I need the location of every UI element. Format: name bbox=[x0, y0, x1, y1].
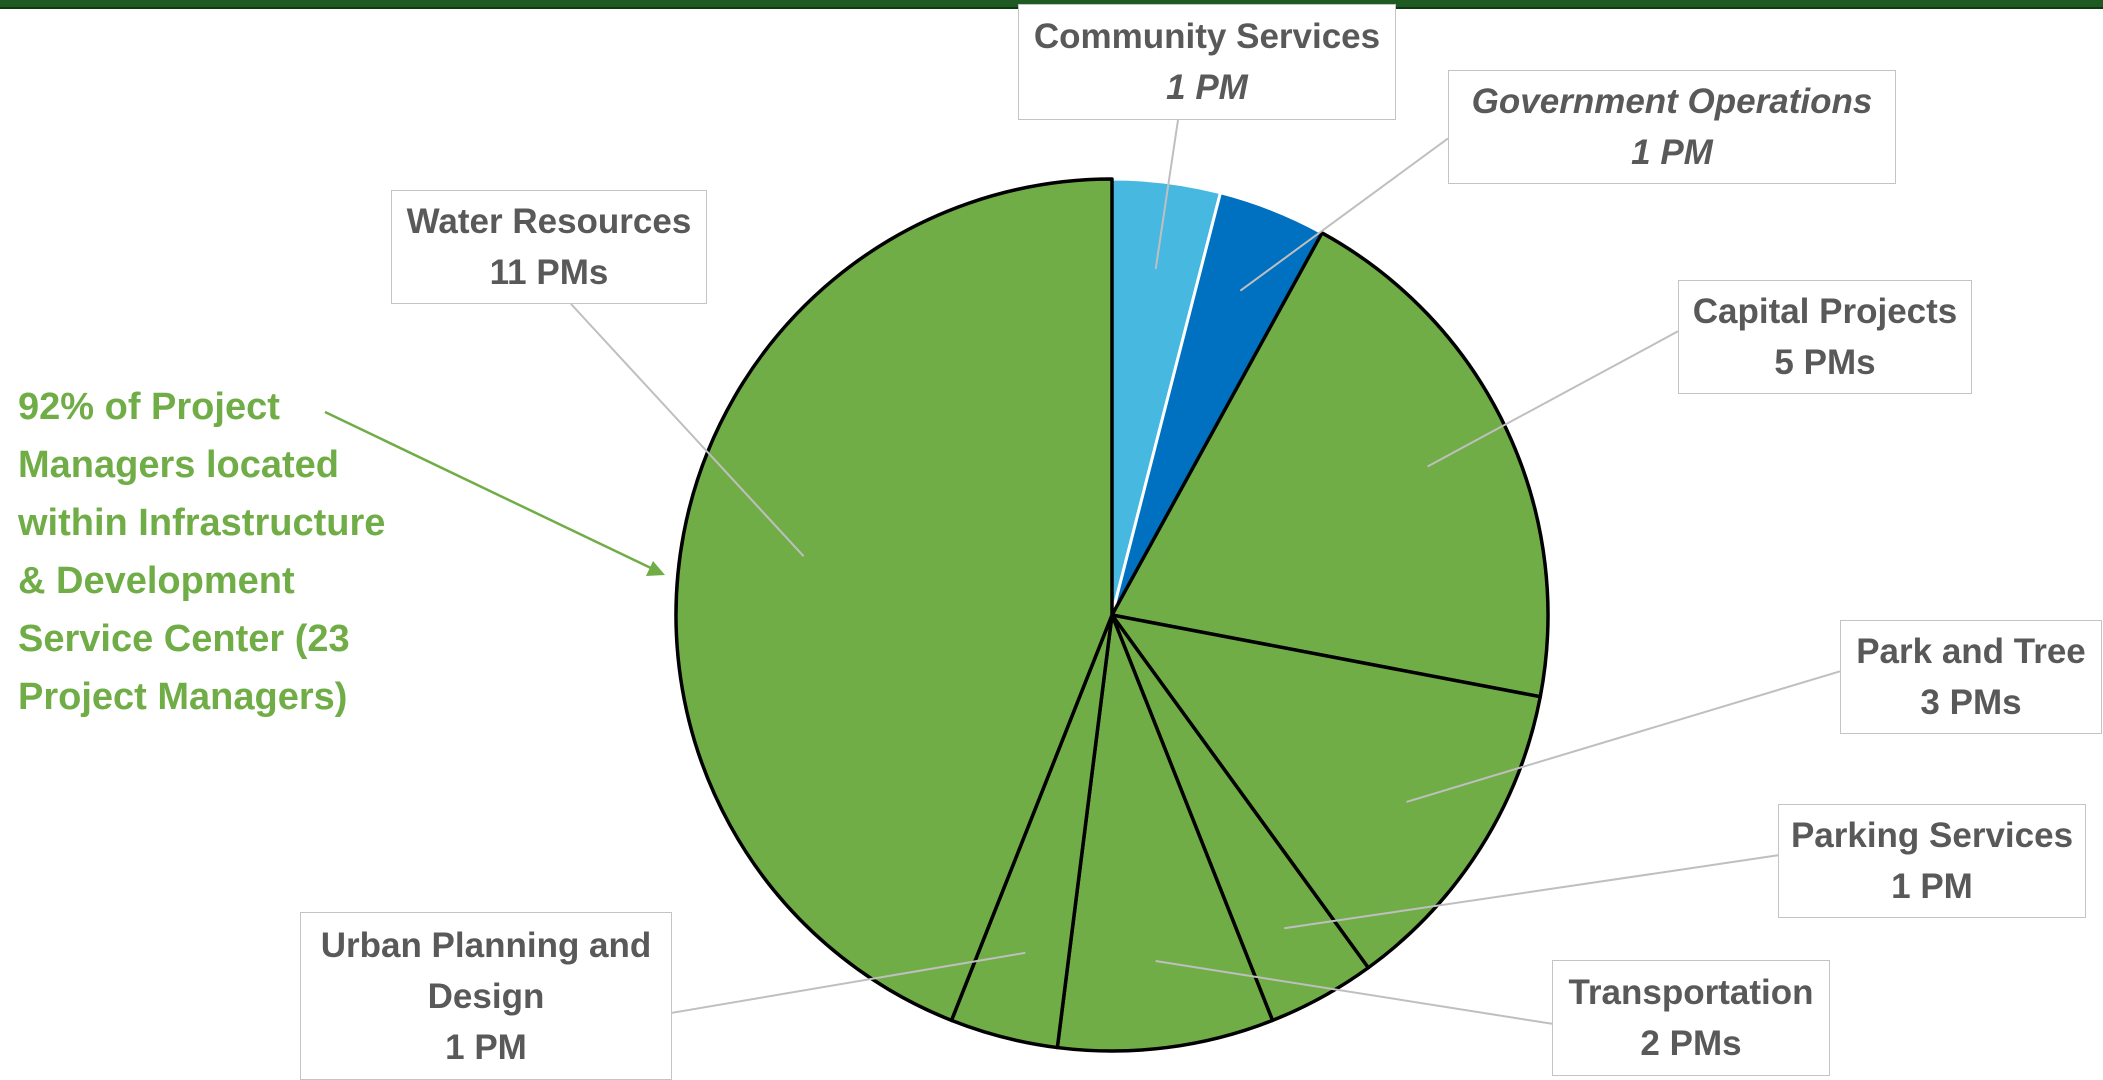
pie-slices bbox=[674, 177, 1550, 1053]
slice-name-label: Government Operations bbox=[1471, 82, 1873, 121]
leader-line-government-operations bbox=[1239, 137, 1449, 292]
data-label-urban-planning-and-design: Urban Planning and Design 1 PM bbox=[300, 912, 672, 1080]
data-label-park-and-tree: Park and Tree 3 PMs bbox=[1840, 620, 2102, 734]
data-label-government-operations: Government Operations 1 PM bbox=[1448, 70, 1896, 184]
slice-value-label: 1 PM bbox=[1631, 133, 1713, 172]
data-label-transportation: Transportation 2 PMs bbox=[1552, 960, 1830, 1076]
data-label-water-resources: Water Resources 11 PMs bbox=[391, 190, 707, 304]
callout-arrow bbox=[324, 410, 656, 572]
slice-value-label: 11 PMs bbox=[489, 253, 609, 292]
slice-name-label: Water Resources bbox=[406, 202, 692, 241]
leader-line-urban-planning-and-design bbox=[671, 951, 1026, 1014]
slice-transportation bbox=[1055, 613, 1275, 1053]
data-label-community-services: Community Services 1 PM bbox=[1018, 4, 1396, 120]
slice-name-label: Urban Planning and Design bbox=[320, 925, 652, 1016]
data-label-parking-services: Parking Services 1 PM bbox=[1778, 804, 2086, 918]
data-label-capital-projects: Capital Projects 5 PMs bbox=[1678, 280, 1972, 394]
slice-value-label: 5 PMs bbox=[1774, 343, 1876, 382]
leader-line-parking-services bbox=[1284, 854, 1779, 930]
slice-value-label: 1 PM bbox=[1166, 68, 1248, 107]
leader-line-water-resources bbox=[570, 303, 805, 557]
slice-name-label: Park and Tree bbox=[1856, 632, 2086, 671]
slice-name-label: Transportation bbox=[1568, 973, 1814, 1012]
slice-name-label: Community Services bbox=[1033, 17, 1381, 56]
leader-line-community-services bbox=[1154, 119, 1179, 270]
slice-capital-projects bbox=[1110, 231, 1550, 699]
slice-park-and-tree bbox=[1110, 613, 1543, 970]
slice-name-label: Capital Projects bbox=[1692, 292, 1958, 331]
slice-value-label: 1 PM bbox=[445, 1027, 527, 1067]
slice-water-resources bbox=[674, 177, 1114, 1023]
leader-line-capital-projects bbox=[1427, 330, 1679, 468]
leader-line-transportation bbox=[1155, 960, 1553, 1025]
slice-value-label: 3 PMs bbox=[1920, 683, 2022, 722]
leader-lines bbox=[570, 119, 1841, 1025]
slice-value-label: 2 PMs bbox=[1640, 1024, 1742, 1063]
callout-arrow-head bbox=[646, 561, 665, 576]
slice-value-label: 1 PM bbox=[1891, 867, 1973, 906]
slice-name-label: Parking Services bbox=[1790, 816, 2074, 855]
infrastructure-callout: 92% of Project Managers located within I… bbox=[18, 386, 386, 718]
leader-line-park-and-tree bbox=[1406, 670, 1841, 803]
